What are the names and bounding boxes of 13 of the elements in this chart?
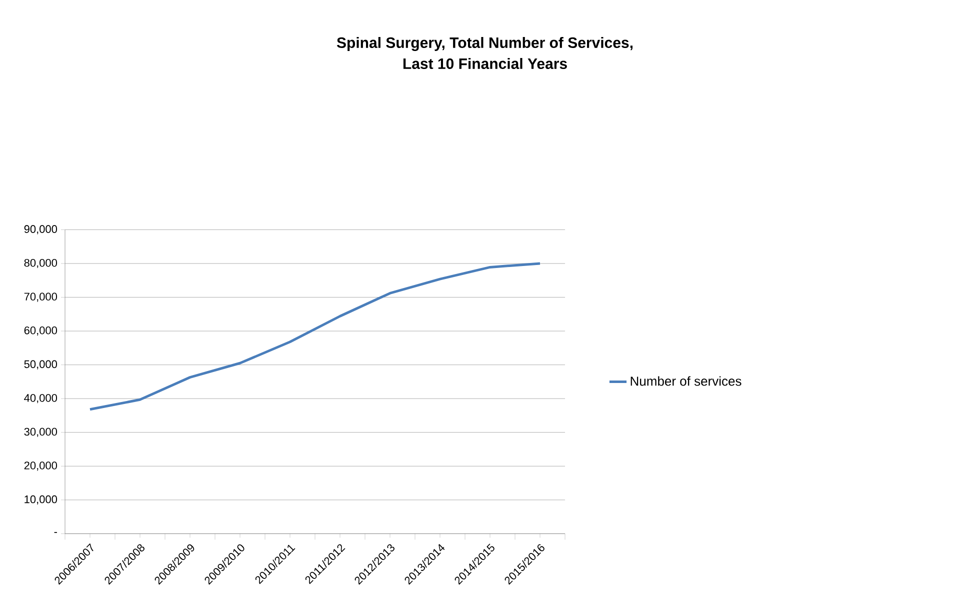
y-tick-label: 40,000 — [24, 394, 58, 404]
y-tick-label: 50,000 — [24, 360, 58, 370]
y-tick-label: 10,000 — [24, 495, 58, 505]
y-tick-label: 80,000 — [24, 259, 58, 268]
y-tick-label: 90,000 — [24, 225, 58, 234]
y-tick-label: 60,000 — [24, 326, 58, 336]
y-tick-label: 70,000 — [24, 292, 58, 302]
line-series — [88, 262, 542, 411]
legend-label: Number of services — [630, 376, 742, 386]
y-tick-label: - — [54, 532, 57, 533]
y-tick-label: 30,000 — [24, 428, 58, 437]
y-tick-label: 20,000 — [24, 462, 58, 471]
chart-title: Spinal Surgery, Total Number of Services, Last 10 Financial Years — [336, 37, 633, 70]
